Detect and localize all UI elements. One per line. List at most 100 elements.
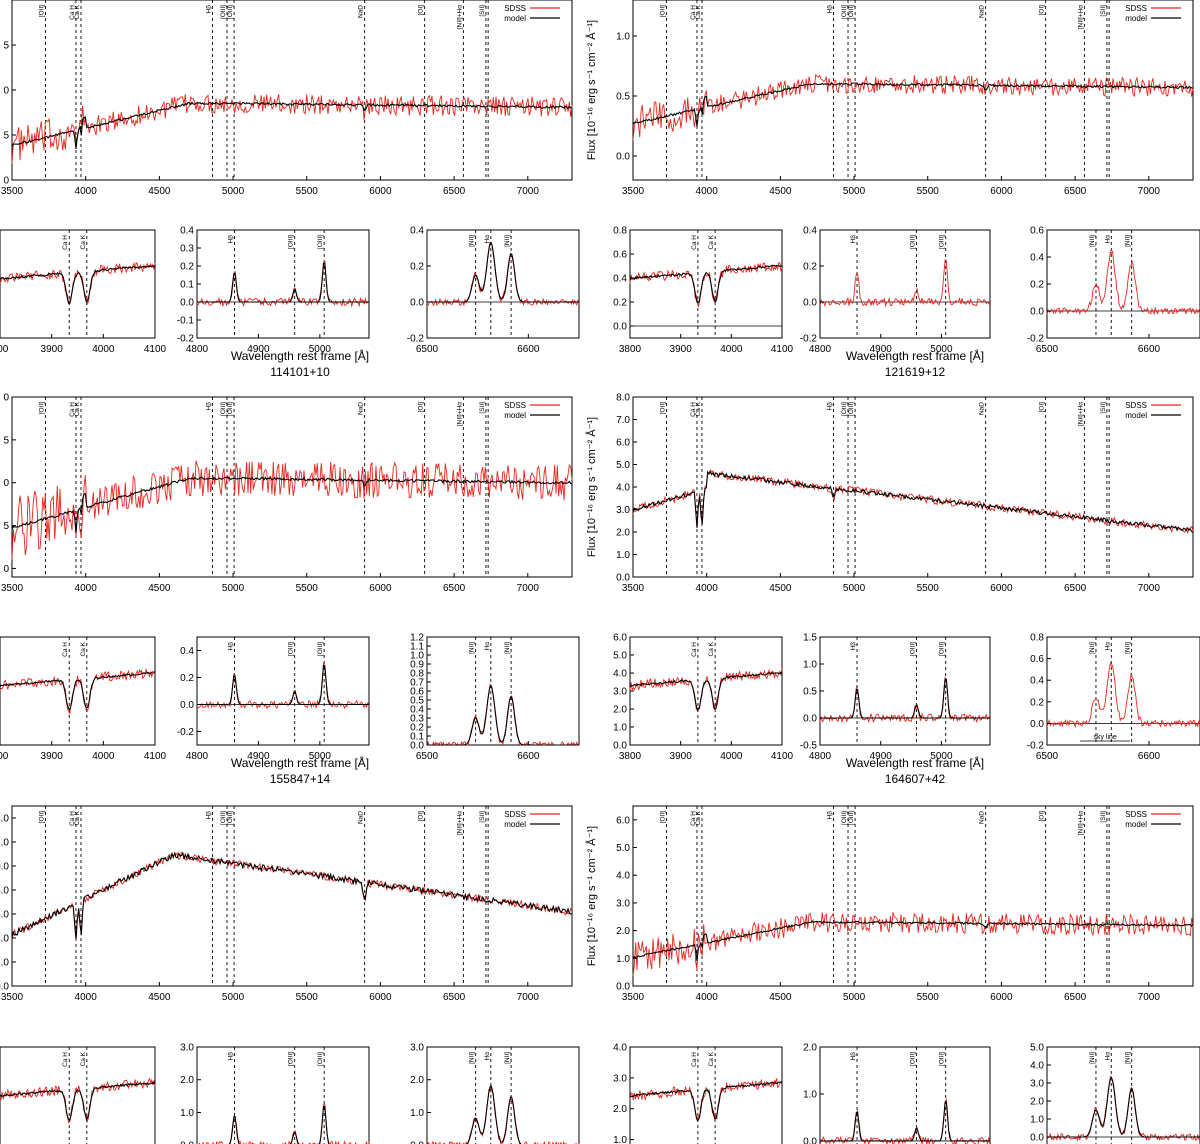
plot-frame xyxy=(629,229,783,339)
plot-frame xyxy=(11,805,573,987)
x-tick-label: 3800 xyxy=(619,344,642,355)
x-tick-label: 4500 xyxy=(769,992,792,1003)
line-label: [OIII] xyxy=(227,811,234,825)
y-tick-label: -0.2 xyxy=(177,334,195,345)
series-model xyxy=(629,671,783,712)
line-label: Hα xyxy=(484,1052,491,1061)
legend-label: SDSS xyxy=(1125,401,1147,410)
series-sdss xyxy=(632,73,1194,141)
line-label: [NII] xyxy=(1125,1052,1132,1064)
line-label: [OI] xyxy=(1039,402,1046,413)
x-tick-label: 800 xyxy=(0,751,9,762)
line-label: Ca K xyxy=(708,641,715,656)
line-label: NaD xyxy=(358,811,365,824)
plot-frame xyxy=(1046,229,1200,339)
y-tick-label: -0.5 xyxy=(800,741,818,752)
y-tick-label: 7.0 xyxy=(616,415,630,426)
panel-b-hb: Hβ [OIII] [OIII] -0.2 0.0 0.2 0.4 4800 4900 5000 xyxy=(800,226,991,355)
x-tick-label: 6500 xyxy=(1064,583,1087,594)
plot-frame xyxy=(426,636,580,746)
line-label: [NII] xyxy=(504,642,511,654)
line-label: [NII] xyxy=(469,642,476,654)
series-model xyxy=(820,678,990,719)
x-tick-label: 5500 xyxy=(296,583,319,594)
x-tick-label: 5500 xyxy=(917,992,940,1003)
line-label: Hβ xyxy=(850,235,857,244)
series-sdss xyxy=(11,94,573,164)
x-tick-label: 3800 xyxy=(619,751,642,762)
line-label: [OI] xyxy=(1039,5,1046,16)
line-label: NaD xyxy=(358,402,365,415)
y-tick-label: 0.0 xyxy=(803,1136,817,1144)
line-label: Ca K xyxy=(708,1051,715,1066)
series-model xyxy=(228,1105,330,1144)
x-axis-label: Wavelength rest frame [Å] xyxy=(231,755,369,770)
legend-label: SDSS xyxy=(504,810,526,819)
x-tick-label: 6500 xyxy=(1064,186,1087,197)
line-label: [NII] xyxy=(1089,642,1096,654)
line-label: Hβ xyxy=(206,402,213,411)
x-tick-label: 5000 xyxy=(843,583,866,594)
y-tick-label: 5 xyxy=(3,131,9,142)
y-tick-label: 1.0 xyxy=(803,660,817,671)
y-tick-label: 0.4 xyxy=(180,226,194,237)
legend-label: SDSS xyxy=(1125,810,1147,819)
y-tick-label: 0.0 xyxy=(410,298,424,309)
x-tick-label: 6000 xyxy=(369,186,392,197)
y-tick-label: 2.0 xyxy=(616,528,630,539)
series-sdss xyxy=(629,1078,783,1122)
panel-b-cahk: Ca H Ca K 0.0 0.2 0.4 0.6 0.8 3800 3900 4000 4100 xyxy=(613,226,793,356)
line-label: [OII] xyxy=(659,5,666,17)
x-tick-label: 4900 xyxy=(247,344,270,355)
object-title: 114101+10 xyxy=(270,365,330,379)
y-tick-label: 5.0 xyxy=(613,651,627,662)
panel-obj-121619: [OII] Ca HCa K Hβ [OIII] [OIII] NaD [OI] [NII]+… xyxy=(616,393,1194,594)
line-label: [OIII] xyxy=(939,1052,946,1066)
y-tick-label: 0 xyxy=(3,393,9,404)
x-tick-label: 5500 xyxy=(296,992,319,1003)
line-label: Ca K xyxy=(695,810,702,825)
series-sdss xyxy=(632,912,1194,976)
line-label: Ca K xyxy=(695,401,702,416)
line-label: [NII] xyxy=(1089,1052,1096,1064)
line-label: [OIII] xyxy=(317,1052,324,1066)
panel-d-hb: Hβ [OIII] [OIII] -0.5 0.0 0.5 1.0 1.5 4800 4900 50… xyxy=(800,633,991,762)
y-tick-label: 0.0 xyxy=(1030,307,1044,318)
y-tick-label: 2.0 xyxy=(1030,1097,1044,1108)
series-model xyxy=(427,241,579,303)
line-label: [OIII] xyxy=(288,1052,295,1066)
x-tick-label: 4500 xyxy=(769,186,792,197)
y-tick-label: 0.5 xyxy=(410,696,424,707)
y-tick-label: 3.0 xyxy=(613,687,627,698)
y-tick-label: 0.4 xyxy=(613,274,627,285)
y-tick-label: 3.0 xyxy=(613,1073,627,1084)
line-label: [OII] xyxy=(38,5,45,17)
x-tick-label: 4100 xyxy=(144,751,167,762)
plot-frame xyxy=(629,1046,783,1144)
y-tick-label: 1.0 xyxy=(616,32,630,43)
y-tick-label: -0.1 xyxy=(177,316,195,327)
line-label: [OIII] xyxy=(848,402,855,416)
line-label: [OIII] xyxy=(841,811,848,825)
x-tick-label: 4500 xyxy=(148,186,171,197)
series-sdss xyxy=(819,1097,991,1144)
y-tick-label: -0.2 xyxy=(177,727,195,738)
y-tick-label: 1.5 xyxy=(803,633,817,644)
x-tick-label: 6000 xyxy=(990,186,1013,197)
y-axis-label: Flux [10⁻¹⁶ erg s⁻¹ cm⁻² Å⁻¹] xyxy=(585,826,598,966)
y-tick-label: 0.4 xyxy=(410,226,424,237)
y-tick-label: 5.0 xyxy=(616,843,630,854)
y-tick-label: 4.0 xyxy=(613,1043,627,1054)
line-label: Ca K xyxy=(74,810,81,825)
x-tick-label: 3900 xyxy=(41,344,64,355)
y-tick-label: -0.2 xyxy=(1027,741,1045,752)
line-label: [NII] xyxy=(1089,235,1096,247)
x-tick-label: 3900 xyxy=(670,751,693,762)
y-tick-label: 5.0 xyxy=(1030,1043,1044,1054)
y-tick-label: 0.2 xyxy=(410,262,424,273)
line-label: [NII] xyxy=(469,235,476,247)
y-tick-label: 0.8 xyxy=(613,226,627,237)
y-tick-label: 0.0 xyxy=(180,1141,194,1144)
x-tick-label: 6500 xyxy=(1064,992,1087,1003)
y-tick-label: 2.0 xyxy=(0,838,9,849)
